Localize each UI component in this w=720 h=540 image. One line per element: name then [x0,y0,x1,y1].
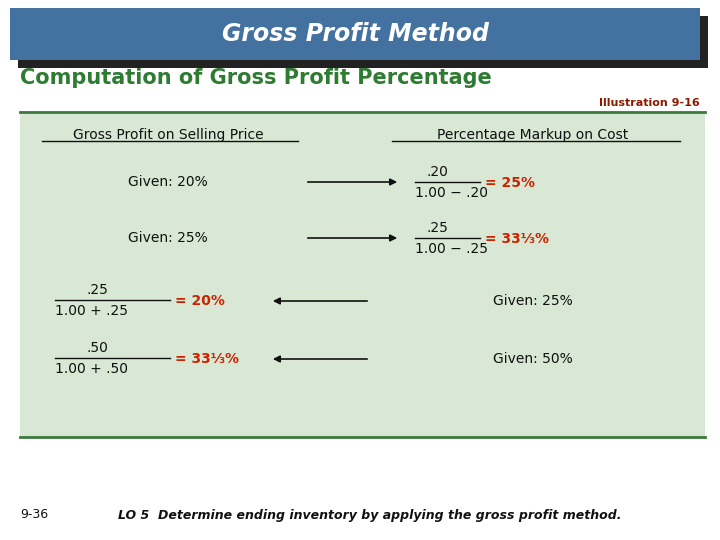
Text: 1.00 − .25: 1.00 − .25 [415,242,488,256]
Text: 1.00 + .25: 1.00 + .25 [55,304,128,318]
Text: Given: 50%: Given: 50% [493,352,573,366]
Text: 1.00 − .20: 1.00 − .20 [415,186,488,200]
Text: Gross Profit Method: Gross Profit Method [222,22,488,46]
Text: .25: .25 [427,221,449,235]
Bar [20,112,705,437]
Text: 9-36: 9-36 [20,509,48,522]
Text: = 20%: = 20% [175,294,225,308]
Text: = 33⅓%: = 33⅓% [175,352,239,366]
Text: LO 5  Determine ending inventory by applying the gross profit method.: LO 5 Determine ending inventory by apply… [118,509,622,522]
Text: = 25%: = 25% [485,176,535,190]
Text: Computation of Gross Profit Percentage: Computation of Gross Profit Percentage [20,68,492,88]
Text: .50: .50 [87,341,109,355]
Text: = 33⅓%: = 33⅓% [485,232,549,246]
Text: 1.00 + .50: 1.00 + .50 [55,362,128,376]
Text: Illustration 9-16: Illustration 9-16 [599,98,700,108]
Text: Gross Profit on Selling Price: Gross Profit on Selling Price [73,128,264,142]
Text: .25: .25 [87,283,109,297]
Text: .20: .20 [427,165,449,179]
Text: Percentage Markup on Cost: Percentage Markup on Cost [437,128,629,142]
Bar [10,8,700,60]
Text: Given: 25%: Given: 25% [493,294,573,308]
Text: Given: 25%: Given: 25% [128,231,208,245]
Text: Given: 20%: Given: 20% [128,175,208,189]
Bar [18,16,708,68]
